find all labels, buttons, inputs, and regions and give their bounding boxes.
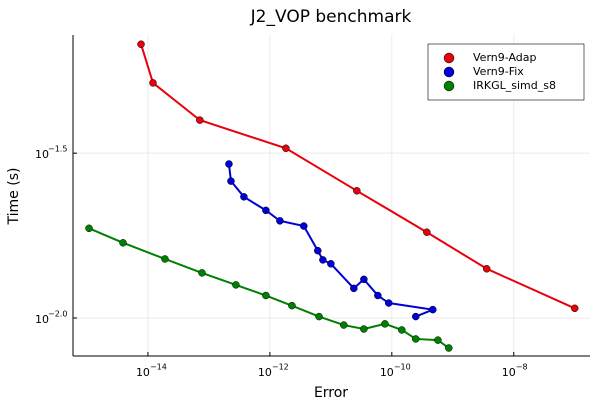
data-point: [353, 187, 361, 195]
data-point: [381, 320, 389, 328]
data-point: [85, 224, 93, 233]
data-point: [350, 284, 358, 293]
y-tick-label: 10: [35, 148, 49, 161]
y-tick-label: 10: [35, 313, 49, 326]
data-point: [225, 160, 233, 168]
data-point: [315, 312, 323, 321]
data-point: [137, 40, 145, 48]
chart-title: J2_VOP benchmark: [250, 7, 412, 27]
y-axis-label: Time (s): [6, 168, 22, 226]
data-point: [227, 177, 235, 185]
data-point: [319, 256, 327, 264]
x-axis-label: Error: [314, 385, 348, 401]
legend-label: Vern9-Fix: [473, 65, 524, 78]
data-point: [240, 193, 248, 201]
x-tick-exponent: −12: [272, 363, 289, 372]
data-point: [262, 291, 270, 300]
data-point: [276, 217, 284, 225]
legend-label: IRKGL_simd_s8: [473, 79, 556, 92]
x-tick-label: 10: [136, 366, 150, 379]
data-point: [429, 305, 437, 314]
data-point: [149, 79, 157, 87]
data-point: [340, 321, 348, 329]
data-point: [360, 325, 368, 333]
series-line: [88, 227, 450, 349]
data-point: [314, 246, 322, 255]
data-point: [262, 206, 270, 215]
y-tick-exponent: −2.0: [48, 309, 67, 318]
x-tick-label: 10: [502, 366, 516, 379]
data-point: [482, 265, 491, 273]
x-tick-label: 10: [380, 366, 394, 379]
legend-label: Vern9-Adap: [473, 51, 537, 64]
data-point: [119, 239, 127, 247]
data-point: [412, 335, 420, 343]
data-point: [570, 304, 579, 313]
x-tick-exponent: −14: [150, 363, 167, 372]
legend-marker: [443, 80, 455, 92]
data-point: [434, 336, 442, 344]
data-point: [198, 269, 206, 277]
legend-marker: [443, 52, 455, 64]
data-point: [374, 291, 382, 300]
x-tick-exponent: −8: [516, 363, 528, 372]
data-point: [282, 144, 290, 153]
series-line: [140, 43, 576, 310]
data-point: [445, 344, 453, 352]
data-point: [384, 299, 393, 307]
data-point: [196, 116, 204, 124]
x-tick-label: 10: [258, 366, 272, 379]
legend-marker: [443, 66, 455, 78]
data-point: [232, 281, 240, 289]
data-point: [161, 255, 169, 263]
data-point: [327, 260, 335, 268]
data-point: [412, 312, 420, 321]
data-point: [423, 228, 431, 236]
x-tick-exponent: −10: [394, 363, 411, 372]
data-point: [360, 275, 368, 284]
data-point: [300, 222, 308, 230]
y-tick-exponent: −1.5: [48, 145, 67, 154]
data-point: [288, 301, 296, 310]
data-point: [398, 326, 406, 334]
